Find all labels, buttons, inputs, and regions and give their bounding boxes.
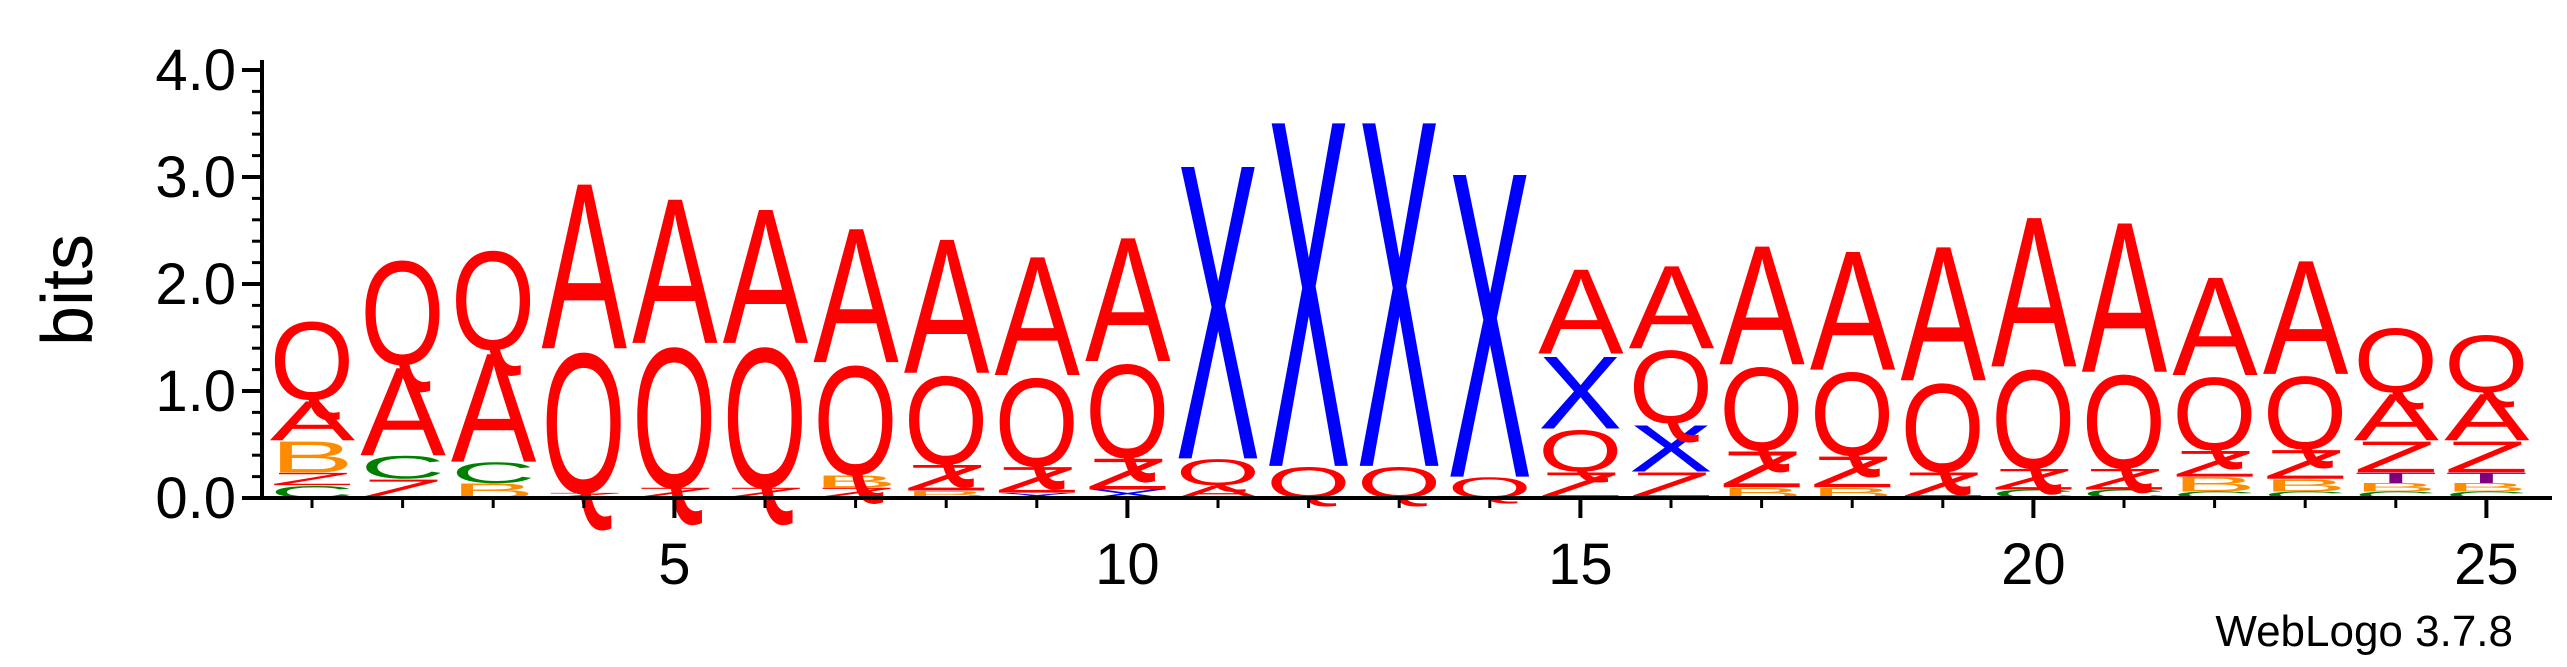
logo-letter-q-pos-22: Q xyxy=(2172,356,2256,472)
logo-letter-z-pos-24: Z xyxy=(2354,432,2439,482)
logo-letter-a-pos-25: A xyxy=(2444,379,2529,454)
logo-letter-b-pos-8: B xyxy=(904,489,988,501)
logo-letter-q-pos-9: Q xyxy=(995,351,1079,493)
logo-letter-x-pos-11: X xyxy=(1176,76,1260,549)
logo-letter-z-pos-17: Z xyxy=(1719,441,1804,499)
logo-letter-t-pos-25: T xyxy=(2444,470,2529,487)
logo-letter-q-pos-20: Q xyxy=(1991,340,2075,498)
logo-letter-q-pos-18: Q xyxy=(1810,349,1894,482)
logo-letter-q-pos-23: Q xyxy=(2263,355,2347,471)
logo-letter-z-pos-21: Z xyxy=(2082,463,2167,496)
logo-letter-x-pos-16: X xyxy=(1629,412,1713,486)
logo-letter-q-pos-24: Q xyxy=(2354,310,2438,413)
y-tick-label: 1.0 xyxy=(155,359,236,424)
logo-letter-a-pos-16: A xyxy=(1629,241,1715,374)
logo-letter-b-pos-24: B xyxy=(2354,481,2438,494)
logo-letter-z-pos-4: Z xyxy=(542,491,627,499)
x-tick-label: 5 xyxy=(658,532,690,597)
logo-letter-q-pos-7: Q xyxy=(813,334,897,508)
logo-letter-a-pos-23: A xyxy=(2263,227,2349,410)
logo-letter-q-pos-15: Q xyxy=(1538,418,1622,485)
logo-letter-c-pos-2: C xyxy=(360,450,445,486)
logo-letter-a-pos-24: A xyxy=(2354,379,2439,454)
logo-letter-q-pos-2: Q xyxy=(360,229,444,396)
logo-letter-q-pos-3: Q xyxy=(451,221,535,379)
logo-letter-z-pos-23: Z xyxy=(2263,441,2348,488)
logo-letter-c-pos-3: C xyxy=(451,456,536,489)
logo-letter-a-pos-9: A xyxy=(995,221,1081,412)
logo-letter-q-pos-10: Q xyxy=(1085,337,1169,486)
logo-letter-a-pos-21: A xyxy=(2082,177,2167,418)
logo-letter-z-pos-10: Z xyxy=(1085,449,1170,499)
logo-letter-q-pos-6: Q xyxy=(723,307,807,531)
logo-letter-q-pos-25: Q xyxy=(2444,319,2528,410)
logo-letter-a-pos-3: A xyxy=(451,322,536,496)
logo-letter-x-pos-9: X xyxy=(995,491,1079,499)
logo-letter-a-pos-7: A xyxy=(813,188,899,404)
logo-letter-c-pos-24: C xyxy=(2354,490,2439,500)
x-tick-label: 25 xyxy=(2454,532,2519,597)
y-axis: 0.0 1.0 2.0 3.0 4.0 xyxy=(155,38,264,531)
logo-letter-b-pos-7: B xyxy=(813,471,897,491)
logo-letter-a-pos-5: A xyxy=(632,155,717,387)
logo-letter-z-pos-8: Z xyxy=(904,457,989,499)
logo-letter-b-pos-25: B xyxy=(2444,481,2528,494)
y-tick-label: 3.0 xyxy=(155,145,236,210)
x-tick-label: 20 xyxy=(2001,532,2066,597)
logo-letter-q-pos-5: Q xyxy=(632,307,716,531)
x-axis: 5 10 15 20 25 xyxy=(262,496,2552,597)
x-tick-label: 15 xyxy=(1548,532,1613,597)
logo-letter-b-pos-22: B xyxy=(2172,473,2256,496)
logo-letter-x-pos-14: X xyxy=(1448,81,1532,570)
logo-letter-c-pos-23: C xyxy=(2263,490,2348,500)
logo-letter-a-pos-15: A xyxy=(1538,244,1624,379)
logo-letter-x-pos-12: X xyxy=(1266,15,1350,572)
logo-letter-a-pos-19: A xyxy=(1901,206,1987,422)
weblogo-version-label: WebLogo 3.7.8 xyxy=(2215,607,2513,656)
logo-letter-x-pos-15: X xyxy=(1538,334,1622,451)
logo-letter-b-pos-1: B xyxy=(270,432,354,482)
logo-letter-a-pos-20: A xyxy=(1991,172,2076,413)
logo-letter-z-pos-25: Z xyxy=(2444,432,2529,482)
logo-letter-c-pos-25: C xyxy=(2444,490,2529,500)
logo-letter-z-pos-20: Z xyxy=(1991,463,2076,496)
y-tick-label: 0.0 xyxy=(155,466,236,531)
logo-letter-z-pos-9: Z xyxy=(995,459,1080,501)
logo-letter-q-pos-8: Q xyxy=(904,349,988,491)
logo-letter-q-pos-16: Q xyxy=(1629,329,1713,445)
logo-letter-a-pos-4: A xyxy=(542,134,628,399)
letter-stacks: CZBAQZCAQBCAQZQAZQAZQAZBQABZQAXZQAXZQAAQ… xyxy=(270,15,2530,572)
logo-letter-a-pos-10: A xyxy=(1085,199,1171,399)
logo-letter-a-pos-8: A xyxy=(904,198,990,414)
logo-letter-q-pos-1: Q xyxy=(270,299,354,424)
logo-letter-q-pos-17: Q xyxy=(1719,343,1803,476)
y-tick-label: 4.0 xyxy=(155,38,236,103)
logo-letter-z-pos-22: Z xyxy=(2172,443,2257,485)
logo-letter-a-pos-2: A xyxy=(360,341,446,482)
y-axis-label: bits xyxy=(28,234,108,346)
logo-letter-x-pos-13: X xyxy=(1357,15,1441,572)
logo-letter-b-pos-23: B xyxy=(2263,476,2347,496)
logo-letter-a-pos-18: A xyxy=(1810,216,1896,407)
logo-letter-z-pos-1: Z xyxy=(270,469,355,489)
logo-letter-z-pos-18: Z xyxy=(1810,447,1895,497)
logo-letter-q-pos-19: Q xyxy=(1901,356,1985,498)
x-tick-label: 10 xyxy=(1095,532,1160,597)
logo-letter-a-pos-22: A xyxy=(2172,247,2258,405)
logo-letter-a-pos-17: A xyxy=(1719,210,1805,401)
logo-letter-c-pos-22: C xyxy=(2172,490,2257,500)
logo-letter-t-pos-24: T xyxy=(2354,470,2439,487)
logo-letter-q-pos-11: Q xyxy=(1176,452,1260,493)
logo-letter-a-pos-6: A xyxy=(723,168,809,384)
y-tick-label: 2.0 xyxy=(155,252,236,317)
logo-letter-a-pos-1: A xyxy=(270,389,355,452)
logo-letter-q-pos-21: Q xyxy=(2082,347,2166,496)
